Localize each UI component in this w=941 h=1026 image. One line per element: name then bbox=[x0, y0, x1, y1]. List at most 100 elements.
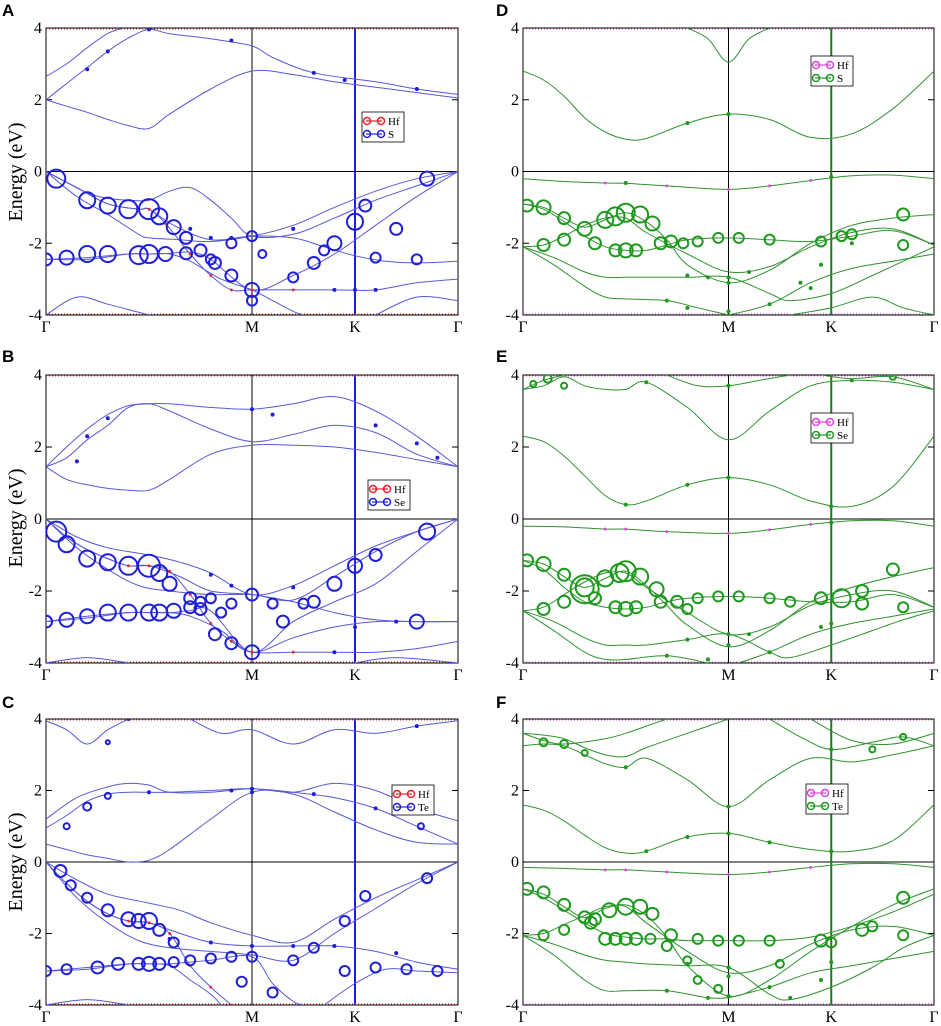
legend-marker bbox=[368, 497, 378, 507]
small-marker bbox=[208, 235, 213, 240]
small-marker bbox=[705, 657, 710, 662]
atom2-marker bbox=[644, 932, 657, 945]
small-marker bbox=[414, 724, 419, 729]
panel-c-xtick-label: Γ bbox=[41, 1009, 50, 1026]
atom2-marker bbox=[104, 739, 111, 746]
atom2-marker bbox=[631, 205, 650, 224]
atom2-marker bbox=[410, 253, 423, 266]
panel-b-ytick-label: 4 bbox=[34, 367, 42, 384]
atom2-marker bbox=[120, 911, 137, 928]
panel-a-ytick-label: 2 bbox=[34, 92, 42, 109]
atom2-marker bbox=[78, 245, 97, 264]
atom2-marker bbox=[535, 556, 552, 572]
legend-marker bbox=[806, 801, 816, 811]
band-line bbox=[728, 253, 934, 315]
atom2-marker bbox=[46, 168, 67, 189]
atom2-marker bbox=[193, 243, 208, 258]
atom2-marker bbox=[150, 207, 169, 226]
atom2-marker bbox=[897, 601, 910, 614]
panel-e-ytick-label: -2 bbox=[506, 583, 519, 600]
atom2-marker bbox=[53, 863, 68, 878]
atom1-marker bbox=[250, 288, 254, 292]
atom2-marker bbox=[608, 600, 623, 615]
atom1-marker bbox=[188, 593, 192, 596]
panel-f-xtick-label: M bbox=[721, 1009, 735, 1026]
atom2-marker bbox=[326, 235, 343, 252]
atom2-marker bbox=[763, 592, 776, 605]
atom2-marker bbox=[225, 950, 238, 963]
atom2-marker bbox=[157, 246, 174, 263]
atom2-marker bbox=[165, 219, 182, 236]
panel-c-ytick-label: 0 bbox=[34, 854, 42, 871]
atom2-marker bbox=[359, 889, 372, 902]
atom2-marker bbox=[536, 885, 551, 900]
small-marker bbox=[726, 994, 731, 999]
atom2-marker bbox=[266, 986, 279, 999]
legend-marker bbox=[368, 484, 378, 494]
atom2-marker bbox=[615, 202, 636, 223]
legend-marker bbox=[825, 417, 835, 427]
atom2-marker bbox=[194, 595, 207, 608]
atom2-marker bbox=[617, 601, 634, 617]
atom2-marker bbox=[207, 627, 222, 642]
legend-marker bbox=[376, 129, 386, 139]
atom1-marker bbox=[603, 527, 607, 531]
band-line bbox=[523, 743, 934, 808]
atom2-marker bbox=[608, 243, 623, 258]
atom2-marker bbox=[814, 235, 827, 248]
atom2-marker bbox=[813, 591, 828, 606]
band-line bbox=[46, 395, 458, 468]
small-marker bbox=[849, 241, 854, 246]
small-marker bbox=[726, 643, 731, 647]
panel-e-ytick-label: 4 bbox=[511, 367, 519, 384]
atom2-marker bbox=[179, 230, 194, 245]
atom2-marker bbox=[215, 606, 228, 619]
legend-label: Hf bbox=[832, 788, 844, 800]
atom1-marker bbox=[291, 288, 295, 292]
small-marker bbox=[311, 792, 316, 797]
atom2-marker bbox=[287, 954, 300, 967]
atom2-marker bbox=[58, 249, 75, 266]
panel-e-bands bbox=[523, 375, 934, 663]
atom2-marker bbox=[246, 230, 258, 243]
band-line bbox=[523, 435, 934, 508]
panel-c-xtick-label: K bbox=[349, 1009, 361, 1026]
small-marker bbox=[147, 28, 151, 32]
small-marker bbox=[435, 455, 440, 460]
small-marker bbox=[798, 280, 803, 285]
atom2-marker bbox=[400, 963, 413, 976]
atom2-marker bbox=[583, 915, 598, 930]
atom1-marker bbox=[665, 530, 669, 533]
atom2-marker bbox=[369, 961, 382, 974]
atom2-marker bbox=[692, 974, 703, 985]
atom2-marker bbox=[119, 603, 138, 622]
small-marker bbox=[664, 988, 669, 993]
legend-marker bbox=[392, 802, 402, 812]
small-marker bbox=[829, 960, 834, 965]
atom2-marker bbox=[184, 954, 197, 967]
panel-f-ytick-label: -2 bbox=[506, 926, 519, 943]
atom2-marker bbox=[608, 931, 623, 946]
small-marker bbox=[726, 804, 731, 809]
atom2-marker bbox=[557, 567, 572, 582]
band-line bbox=[46, 719, 129, 745]
band-line bbox=[687, 28, 770, 63]
atom1-marker bbox=[727, 188, 730, 191]
atom2-marker bbox=[98, 603, 117, 622]
atom2-marker bbox=[131, 956, 146, 971]
band-line bbox=[46, 789, 458, 863]
panel-b-ylabel: Energy (eV) bbox=[5, 468, 27, 567]
legend-marker bbox=[811, 430, 821, 440]
atom2-marker bbox=[368, 548, 383, 562]
atom2-marker bbox=[287, 271, 300, 284]
atom2-marker bbox=[660, 940, 673, 953]
legend-label: S bbox=[837, 73, 843, 85]
atom2-marker bbox=[896, 207, 911, 222]
legend-marker bbox=[382, 497, 392, 507]
band-line bbox=[728, 950, 934, 999]
panel-e-label: E bbox=[496, 347, 507, 366]
panel-c-ytick-label: -4 bbox=[29, 997, 42, 1014]
atom2-marker bbox=[235, 975, 248, 988]
